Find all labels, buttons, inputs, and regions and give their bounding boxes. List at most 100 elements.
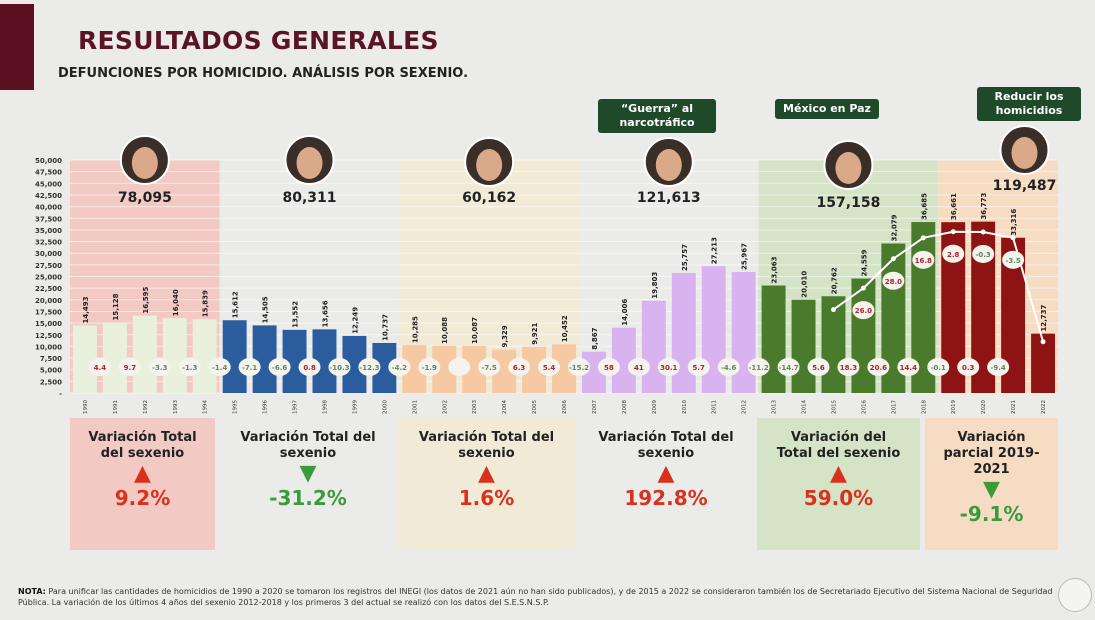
bar-2000 (372, 342, 397, 393)
y-tick-label: 37,500 (35, 215, 62, 223)
year-label: 1990 (83, 400, 89, 414)
year-label: 2022 (1041, 400, 1047, 414)
bar-value-label: 10,452 (561, 315, 569, 342)
year-label: 2020 (981, 400, 987, 414)
sesnsp-variation-bubble (972, 244, 995, 263)
bar-2019 (941, 222, 966, 393)
year-label: 2002 (442, 400, 448, 414)
variation-label: -1.3 (182, 364, 197, 372)
year-label: 2021 (1011, 400, 1017, 414)
bar-2008 (611, 327, 636, 393)
y-tick-label: 32,500 (35, 239, 62, 247)
note-text: Para unificar las cantidades de homicidi… (18, 587, 1053, 607)
bar-value-label: 15,839 (202, 290, 210, 317)
bar-1991 (102, 322, 127, 393)
bar-value-label: 19,803 (651, 272, 659, 299)
year-label: 2000 (382, 400, 388, 414)
bar-value-label: 14,493 (82, 296, 90, 323)
year-label: 2010 (682, 400, 688, 414)
year-label: 1995 (233, 400, 239, 414)
bar-value-label: 12,737 (1040, 305, 1048, 332)
arrow-up-icon: ▲ (134, 461, 151, 486)
variation-title: Variación Total del sexenio (598, 430, 734, 461)
year-label: 2003 (472, 400, 478, 414)
year-label: 1994 (203, 400, 209, 414)
bar-value-label: 15,128 (112, 293, 120, 320)
variation-label: -4.6 (721, 364, 736, 372)
sesnsp-point (1040, 339, 1046, 345)
variation-title: Variación Total del sexenio (418, 430, 555, 461)
sexenio-total: 80,311 (283, 190, 337, 206)
bar-value-label: 27,213 (711, 237, 719, 264)
bar-2014 (791, 299, 816, 393)
variation-panel: Variación Total del sexenio ▼ -31.2% (218, 418, 398, 550)
variation-value: 192.8% (624, 486, 708, 510)
y-tick-label: 45,000 (35, 180, 62, 188)
variation-bubble (418, 358, 441, 376)
variation-value: -9.1% (959, 502, 1024, 526)
year-label: 2016 (861, 400, 867, 414)
variation-bubble (717, 358, 740, 376)
bar-2010 (671, 272, 696, 393)
sesnsp-point (950, 229, 956, 235)
bar-value-label: 10,737 (381, 314, 389, 341)
portrait-face (296, 147, 323, 179)
variation-bubble (897, 358, 920, 376)
variation-label: 18.3 (840, 364, 857, 372)
year-label: 2013 (772, 400, 778, 414)
y-tick-label: 10,000 (35, 343, 62, 351)
variation-label: 14.4 (900, 364, 917, 372)
variation-value: 1.6% (458, 486, 515, 510)
y-tick-label: 17,500 (35, 308, 62, 316)
variation-label: -10.3 (329, 364, 349, 372)
bar-value-label: 24,559 (860, 249, 868, 276)
year-label: 2017 (891, 400, 897, 414)
year-label: 1996 (263, 400, 269, 414)
bar-2016 (851, 278, 876, 393)
sexenio-total: 119,487 (993, 178, 1057, 194)
sesnsp-variation-label: -0.3 (976, 251, 991, 259)
variation-value: 59.0% (803, 486, 874, 510)
variation-panel: Variación Total del sexenio ▲ 1.6% (398, 418, 575, 550)
year-label: 2015 (831, 400, 837, 414)
sesnsp-variation-label: -3.5 (1005, 257, 1020, 265)
variation-title: Variación del Total del sexenio (776, 430, 901, 461)
bar-value-label: 9,329 (501, 325, 509, 347)
variation-panel: Variación parcial 2019-2021 ▼ -9.1% (925, 418, 1058, 550)
footnote: NOTA: Para unificar las cantidades de ho… (18, 586, 1058, 608)
variation-label: -1.9 (422, 364, 437, 372)
bar-1996 (252, 325, 277, 393)
portrait-face (476, 149, 503, 181)
variation-bubble (448, 358, 471, 376)
year-label: 2011 (712, 400, 718, 414)
bar-value-label: 25,967 (741, 243, 749, 270)
variation-label: -4.2 (392, 364, 407, 372)
variation-label: 0.8 (303, 364, 316, 372)
bar-1997 (282, 329, 307, 393)
year-label: 1999 (352, 400, 358, 414)
sesnsp-variation-bubble (852, 301, 875, 320)
bar-1990 (73, 325, 97, 393)
y-tick-label: - (59, 390, 62, 398)
sesnsp-variation-bubble (1002, 250, 1025, 269)
variation-label: 9.7 (124, 364, 137, 372)
bar-value-label: 10,088 (441, 317, 449, 344)
bar-value-label: 13,656 (321, 300, 329, 327)
sesnsp-variation-label: 26.0 (855, 307, 872, 315)
y-tick-label: 20,000 (35, 297, 62, 305)
y-tick-label: 30,000 (35, 250, 62, 258)
bar-2002 (432, 345, 457, 393)
bar-value-label: 14,006 (621, 299, 629, 326)
variation-value: 9.2% (114, 486, 171, 510)
bar-2009 (641, 300, 666, 393)
variation-label: 5.4 (543, 364, 556, 372)
variation-label: -0.1 (931, 364, 946, 372)
y-tick-label: 25,000 (35, 274, 62, 282)
variation-label: 5.7 (693, 364, 706, 372)
variation-bubble (687, 358, 710, 376)
variation-label: -7.1 (242, 364, 257, 372)
variation-label: 58 (604, 364, 614, 372)
arrow-up-icon: ▲ (478, 461, 495, 486)
